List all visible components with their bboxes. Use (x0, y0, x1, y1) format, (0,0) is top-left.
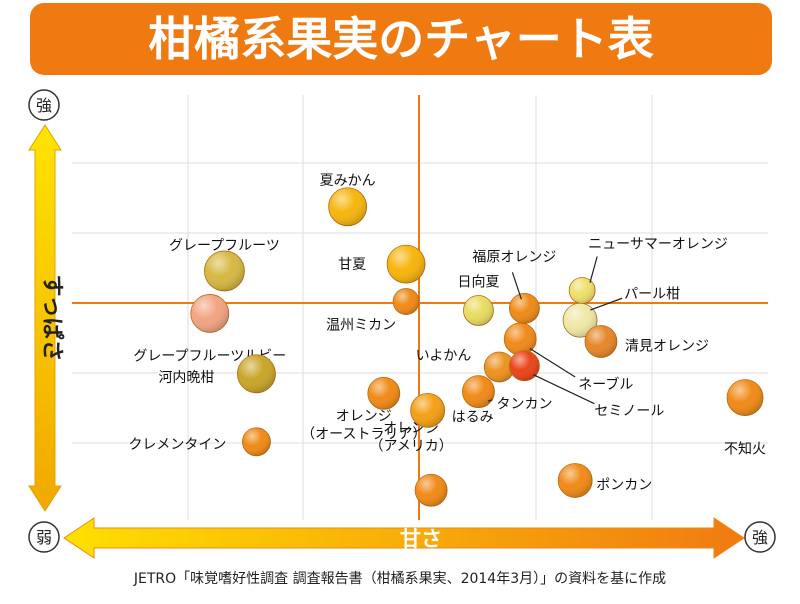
data-point-label: 不知火 (724, 441, 766, 458)
data-point-label: 夏みかん (320, 173, 376, 189)
data-point-shine (393, 288, 420, 315)
leader-line (529, 348, 576, 378)
point-group: パール柑 (562, 286, 680, 338)
x-high-marker: 強 (744, 521, 776, 553)
source-note: JETRO「味覚嗜好性調査 調査報告書（柑橘系果実、2014年3月）」の資料を基… (133, 570, 666, 587)
y-high-marker: 強 (28, 89, 60, 121)
data-point-shine (328, 187, 367, 226)
x-axis-label: 甘さ (400, 527, 442, 551)
svg-text:強: 強 (752, 528, 768, 547)
point-group: ネーブル (503, 322, 633, 393)
data-point-label: セミノール (594, 404, 664, 420)
data-point-shine (237, 354, 276, 393)
point-group: ポンカン (557, 463, 652, 498)
point-group: ニューサマーオレンジ (568, 237, 728, 304)
data-point-label: パール柑 (624, 286, 680, 302)
y-axis-arrow (28, 124, 62, 512)
data-point-label: 福原オレンジ (472, 249, 556, 265)
data-point-shine (367, 377, 400, 410)
chart-title: 柑橘系果実のチャート表 (148, 12, 654, 66)
y-axis-label: すっぱさ (39, 274, 65, 361)
point-group: 甘夏 (338, 244, 426, 284)
data-point-shine (509, 293, 540, 324)
data-point-shine (463, 295, 494, 326)
data-point-shine (504, 322, 537, 355)
data-point-shine (484, 352, 515, 382)
point-group: 不知火 (724, 379, 766, 458)
data-point-label: 温州ミカン (326, 318, 396, 334)
point-group: 夏みかん (320, 173, 376, 227)
data-point-shine (584, 325, 617, 358)
data-point-shine (563, 303, 598, 338)
point-group: クレメンタイン (128, 427, 271, 457)
point-group: タンカン (462, 375, 552, 413)
data-point-shine (410, 393, 445, 428)
leader-line (511, 272, 522, 300)
point-group: はるみ (410, 392, 494, 428)
point-group: オレンジ（オーストラリア） (301, 376, 426, 442)
data-point-shine (558, 463, 593, 498)
point-group: いよかん (416, 348, 515, 383)
point-group: 温州ミカン (326, 288, 420, 334)
data-point-label: 甘夏 (338, 257, 366, 273)
data-point-label: いよかん (416, 348, 472, 364)
point-group: 福原オレンジ (472, 249, 556, 324)
data-point-shine (509, 350, 540, 381)
point-group: グレープフルーツルビー (133, 294, 286, 364)
data-point-label: 清見オレンジ (625, 339, 709, 355)
title-banner (30, 3, 772, 75)
data-point-shine (242, 427, 271, 456)
point-group: 清見オレンジ (584, 325, 709, 358)
data-point-shine (462, 375, 495, 408)
data-point-shine (190, 294, 229, 333)
point-group: 日向夏 (457, 274, 499, 326)
leader-line (590, 297, 623, 311)
data-point-shine (387, 245, 426, 284)
x-axis-arrow (63, 517, 745, 559)
data-point-label: タンカン (496, 397, 552, 413)
x-low-marker: 弱 (28, 521, 60, 553)
leader-line (533, 374, 595, 405)
data-point-label: ネーブル (578, 376, 633, 393)
data-point-label: 日向夏 (457, 274, 499, 290)
data-point-label: ニューサマーオレンジ (588, 237, 728, 253)
svg-text:強: 強 (36, 96, 52, 115)
data-point-shine (204, 250, 245, 291)
leader-line (589, 256, 598, 283)
leader-line (487, 399, 493, 402)
svg-text:弱: 弱 (36, 528, 52, 547)
data-point-shine (415, 474, 448, 507)
data-point-label: オレンジ（オーストラリア） (301, 408, 426, 442)
data-point-label: クレメンタイン (128, 437, 226, 453)
data-point-label: はるみ (452, 409, 494, 425)
point-group: セミノール (509, 350, 664, 420)
data-point-label: グレープフルーツ (169, 238, 280, 254)
data-point-label: ポンカン (596, 477, 652, 493)
point-group: グレープフルーツ (169, 238, 280, 292)
data-point-label: 河内晩柑 (158, 370, 214, 386)
data-point-shine (727, 379, 764, 416)
point-group: 河内晩柑 (158, 354, 276, 394)
data-point-shine (569, 277, 596, 304)
